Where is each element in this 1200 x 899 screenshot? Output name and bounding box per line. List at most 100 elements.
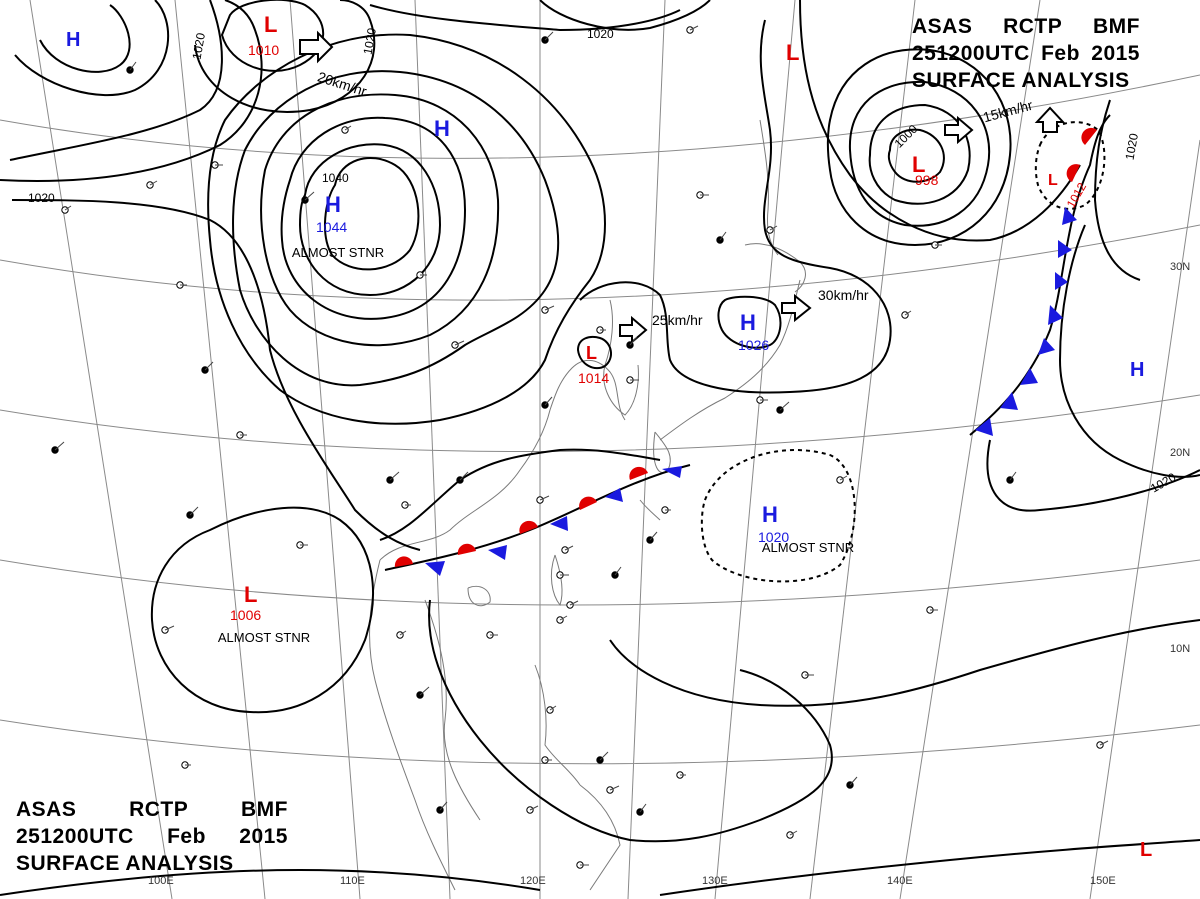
wind-barb [549, 705, 557, 711]
low-pressure-value: 998 [915, 172, 939, 188]
header-row: ASAS RCTP BMF [16, 796, 288, 823]
map-header-top-right: ASAS RCTP BMF 251200UTC Feb 2015 SURFACE… [912, 13, 1140, 94]
meridian [714, 0, 796, 899]
station-plots [51, 25, 1109, 869]
isobar [986, 439, 1200, 512]
isobar-label: 1000 [892, 122, 921, 151]
isobar-label: 1020 [587, 27, 614, 41]
header-month: Feb [1041, 42, 1080, 65]
cold-front-triangle [425, 561, 445, 576]
isobar [220, 0, 325, 72]
isobar [539, 0, 711, 31]
stationary-annotation: ALMOST STNR [218, 630, 310, 645]
wind-barb [849, 776, 858, 786]
wind-barb [204, 361, 214, 371]
wind-barb [389, 471, 400, 481]
high-center-symbol: H [66, 29, 80, 51]
header-year: 2015 [1091, 42, 1140, 65]
front-cold-symbols [425, 466, 682, 576]
motion-arrow [619, 315, 648, 345]
cold-front-triangle [550, 516, 568, 531]
wind-barb [1009, 471, 1017, 481]
isobar [324, 156, 420, 271]
cold-front-triangle [1055, 272, 1068, 290]
warm-front-semicircle [1081, 127, 1097, 145]
coast-taiwan [550, 554, 563, 607]
isobar [369, 4, 681, 32]
wind-barb [614, 566, 622, 576]
wind-barb [544, 31, 554, 41]
motion-label: 25km/hr [652, 312, 703, 328]
warm-front-semicircle [629, 466, 648, 480]
meridian [899, 0, 1041, 899]
wind-barb [789, 830, 798, 836]
isobar [232, 70, 560, 387]
header-row: SURFACE ANALYSIS [16, 850, 288, 877]
wind-barb [164, 625, 175, 631]
isobar-labels: 1020 1020 1020 1020 1040 1000 1020 1020 [28, 27, 1179, 496]
lat-label: 20N [1170, 447, 1190, 459]
wind-barb [129, 61, 137, 71]
cold-front-triangle [1020, 368, 1038, 385]
high-center-symbol: H [1130, 359, 1144, 381]
header-row: 251200UTC Feb 2015 [912, 40, 1140, 67]
cold-front-triangle [1058, 240, 1072, 258]
low-center-symbol: L [586, 343, 597, 363]
low-pressure-value: 1006 [230, 607, 261, 623]
wind-barb [544, 396, 553, 406]
coast-ryukyu [639, 499, 661, 521]
warm-front-semicircle [519, 520, 538, 534]
isobar [1058, 224, 1200, 478]
pressure-systems: H L 1010 H H 1044 L 1014 H 1026 L L 998 … [66, 12, 1152, 861]
isobar [826, 48, 1012, 247]
wind-barb [64, 205, 72, 211]
lon-label: 110E [340, 875, 365, 887]
header-row: ASAS RCTP BMF [912, 13, 1140, 40]
wind-barb [529, 805, 539, 811]
wind-barb [1099, 740, 1109, 746]
cold-front-triangle [1000, 392, 1018, 410]
wind-barb [719, 231, 727, 241]
wind-barb [599, 751, 609, 761]
wind-barb [569, 600, 579, 606]
isobar [868, 103, 971, 205]
lon-label: 120E [520, 875, 546, 887]
warm-front-semicircle [1066, 164, 1080, 182]
isobar [428, 599, 833, 843]
annotation-text: ALMOST STNR [762, 540, 854, 555]
header-month: Feb [167, 825, 206, 848]
coast-sakhalin [759, 119, 779, 256]
isobar-label: 1020 [190, 31, 208, 60]
isobar [609, 619, 1200, 707]
parallel [0, 74, 1200, 159]
low-center-symbol: L [264, 12, 277, 37]
annotation-text: ALMOST STNR [292, 245, 384, 260]
wind-barb [779, 401, 790, 411]
header-station: RCTP [129, 798, 189, 821]
wind-barb [419, 686, 430, 696]
lon-label: 130E [702, 875, 728, 887]
wind-barb [649, 531, 658, 541]
wind-barb [689, 25, 699, 31]
meridian [1089, 139, 1200, 899]
header-title: SURFACE ANALYSIS [16, 852, 234, 875]
wind-barb [639, 803, 647, 813]
isobar [150, 506, 374, 714]
front-cold-symbols [975, 207, 1077, 436]
high-center-symbol: H [762, 502, 778, 527]
wind-barb [149, 180, 158, 186]
parallel [0, 559, 1200, 606]
low-center-symbol: L [1048, 172, 1058, 189]
coast-hainan [467, 585, 491, 607]
isobar [207, 33, 606, 425]
cold-front-triangle [488, 545, 507, 560]
isobar [659, 839, 1200, 896]
wind-barb [399, 630, 407, 636]
wind-barb [459, 471, 469, 481]
dashed-contours [700, 121, 1106, 583]
header-title: SURFACE ANALYSIS [912, 69, 1130, 92]
isobar [260, 93, 500, 347]
